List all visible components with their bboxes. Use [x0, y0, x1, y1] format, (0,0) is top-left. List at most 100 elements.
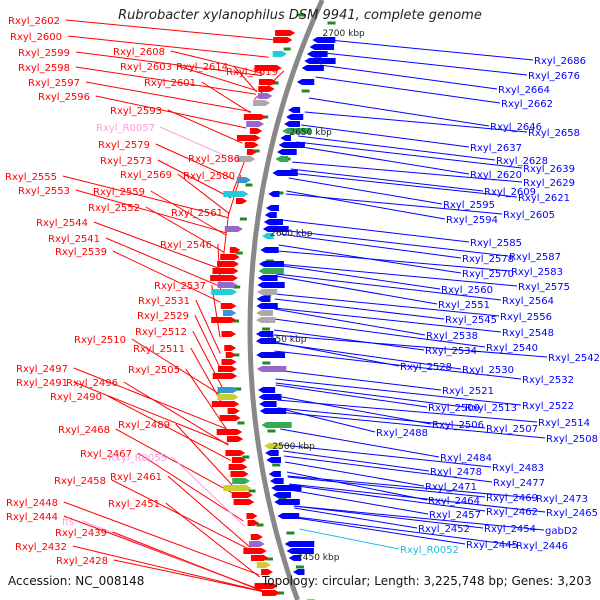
gene-label-left[interactable]: Rxyl_2596 [38, 92, 90, 103]
gene-label-right[interactable]: Rxyl_2595 [443, 200, 495, 211]
gene-label-left[interactable]: Rxyl_2580 [183, 171, 235, 182]
gene-label-left[interactable]: Rxyl_2451 [108, 499, 160, 510]
gene-label-right[interactable]: Rxyl_2538 [426, 331, 478, 342]
gene-label-right[interactable]: Rxyl_2686 [534, 56, 586, 67]
gene-label-left[interactable]: Rxyl_2458 [54, 476, 106, 487]
gene-label-right[interactable]: Rxyl_2514 [538, 418, 590, 429]
gene-label-right[interactable]: Rxyl_2473 [536, 494, 588, 505]
gene-label-left[interactable]: Rxyl_2491 [16, 378, 68, 389]
gene-label-right[interactable]: Rxyl_2629 [523, 178, 575, 189]
gene-label-right[interactable]: Rxyl_2483 [492, 463, 544, 474]
gene-label-left[interactable]: Rxyl_2489 [118, 420, 170, 431]
gene-label-left[interactable]: Rxyl_2539 [55, 247, 107, 258]
gene-label-left[interactable]: Rxyl_2593 [110, 106, 162, 117]
gene-label-left[interactable]: Rxyl_2608 [113, 47, 165, 58]
gene-label-right[interactable]: Rxyl_2578 [462, 254, 514, 265]
gene-label-right[interactable]: Rxyl_2513 [465, 403, 517, 414]
gene-label-left[interactable]: Rxyl_R0057 [96, 123, 155, 134]
gene-label-right[interactable]: Rxyl_2540 [486, 343, 538, 354]
gene-label-right[interactable]: Rxyl_2662 [501, 99, 553, 110]
gene-label-right[interactable]: Rxyl_2477 [493, 478, 545, 489]
gene-label-right[interactable]: Rxyl_2620 [470, 170, 522, 181]
gene-label-left[interactable]: Rxyl_2461 [110, 472, 162, 483]
gene-label-right[interactable]: Rxyl_2462 [486, 507, 538, 518]
gene-label-right[interactable]: Rxyl_2564 [502, 296, 554, 307]
gene-label-left[interactable]: Rxyl_2510 [74, 335, 126, 346]
gene-label-left[interactable]: Rxyl_2597 [28, 78, 80, 89]
gene-label-right[interactable]: Rxyl_2639 [523, 164, 575, 175]
gene-label-left[interactable]: Rxyl_2448 [6, 498, 58, 509]
gene-label-left[interactable]: Rxyl_2614 [176, 62, 228, 73]
gene-label-left[interactable]: Rxyl_2598 [18, 63, 70, 74]
gene-label-left[interactable]: Rxyl_2552 [88, 203, 140, 214]
gene-label-left[interactable]: Rxyl_2600 [10, 32, 62, 43]
gene-label-right[interactable]: Rxyl_2545 [445, 315, 497, 326]
gene-label-right[interactable]: Rxyl_2484 [440, 453, 492, 464]
gene-label-right[interactable]: Rxyl_2469 [486, 493, 538, 504]
gene-label-right[interactable]: Rxyl_2445 [466, 540, 518, 551]
gene-label-left[interactable]: Rxyl_2546 [160, 240, 212, 251]
gene-label-left[interactable]: Rxyl_2601 [144, 78, 196, 89]
gene-label-right[interactable]: Rxyl_2478 [430, 467, 482, 478]
gene-label-right[interactable]: Rxyl_2621 [518, 193, 570, 204]
gene-label-right[interactable]: Rxyl_2551 [438, 300, 490, 311]
gene-label-right[interactable]: Rxyl_2464 [428, 496, 480, 507]
gene-label-right[interactable]: Rxyl_2488 [376, 428, 428, 439]
gene-label-right[interactable]: Rxyl_2446 [516, 541, 568, 552]
gene-label-right[interactable]: gabD2 [545, 526, 578, 537]
gene-label-left[interactable]: Rxyl_2428 [56, 556, 108, 567]
gene-label-right[interactable]: Rxyl_R0052 [400, 545, 459, 556]
gene-label-right[interactable]: Rxyl_2556 [500, 312, 552, 323]
gene-label-right[interactable]: Rxyl_2658 [528, 128, 580, 139]
gene-label-right[interactable]: Rxyl_2605 [503, 210, 555, 221]
gene-label-right[interactable]: Rxyl_2508 [546, 434, 598, 445]
gene-label-right[interactable]: Rxyl_2548 [502, 328, 554, 339]
gene-label-right[interactable]: Rxyl_2522 [522, 401, 574, 412]
gene-label-right[interactable]: Rxyl_2532 [522, 375, 574, 386]
gene-label-right[interactable]: Rxyl_2676 [528, 71, 580, 82]
gene-label-left[interactable]: Rxyl_2603 [120, 62, 172, 73]
gene-label-right[interactable]: Rxyl_2570 [462, 269, 514, 280]
gene-label-left[interactable]: Rxyl_2602 [8, 16, 60, 27]
gene-label-left[interactable]: Rxyl_2497 [16, 364, 68, 375]
gene-label-right[interactable]: Rxyl_2506 [432, 420, 484, 431]
gene-label-left[interactable]: Rxyl_2537 [154, 281, 206, 292]
gene-label-left[interactable]: Rxyl_2586 [188, 154, 240, 165]
gene-label-left[interactable]: Rxyl_2490 [50, 392, 102, 403]
gene-label-right[interactable]: Rxyl_2637 [470, 143, 522, 154]
gene-label-left[interactable]: Rxyl_2553 [18, 186, 70, 197]
gene-label-right[interactable]: Rxyl_2465 [546, 508, 598, 519]
gene-label-left[interactable]: Rxyl_2444 [6, 512, 58, 523]
gene-label-left[interactable]: Rxyl_2439 [55, 528, 107, 539]
gene-label-right[interactable]: Rxyl_2560 [441, 285, 493, 296]
gene-label-left[interactable]: Rxyl_2512 [135, 327, 187, 338]
gene-label-left[interactable]: Rxyl_2555 [5, 172, 57, 183]
gene-label-left[interactable]: Rxyl_2619 [226, 67, 278, 78]
gene-label-left[interactable]: Rxyl_2569 [120, 170, 172, 181]
gene-label-right[interactable]: Rxyl_2585 [470, 238, 522, 249]
gene-label-left[interactable]: Rxyl_2541 [48, 234, 100, 245]
gene-label-left[interactable]: Rxyl_2468 [58, 425, 110, 436]
gene-label-right[interactable]: Rxyl_2628 [496, 156, 548, 167]
gene-label-right[interactable]: Rxyl_2457 [429, 510, 481, 521]
gene-label-right[interactable]: Rxyl_2646 [490, 122, 542, 133]
gene-label-left[interactable]: Rxyl_2599 [18, 48, 70, 59]
gene-label-left[interactable]: Rxyl_2544 [36, 218, 88, 229]
gene-label-right[interactable]: Rxyl_2507 [486, 424, 538, 435]
gene-label-left[interactable]: Rxyl_2505 [128, 365, 180, 376]
gene-label-right[interactable]: Rxyl_2530 [462, 365, 514, 376]
gene-label-right[interactable]: Rxyl_2452 [418, 524, 470, 535]
gene-label-left[interactable]: Rxyl_2432 [15, 542, 67, 553]
gene-label-left[interactable]: Rxyl_2559 [93, 187, 145, 198]
gene-label-right[interactable]: Rxyl_2609 [484, 187, 536, 198]
gene-label-left[interactable]: Rxyl_2531 [138, 296, 190, 307]
gene-label-left[interactable]: Rxyl_2579 [98, 140, 150, 151]
gene-label-right[interactable]: Rxyl_2454 [484, 524, 536, 535]
gene-label-right[interactable]: Rxyl_2528 [400, 362, 452, 373]
gene-label-left[interactable]: Rxyl_R0055 [108, 453, 167, 464]
gene-label-right[interactable]: Rxyl_2542 [548, 353, 600, 364]
gene-label-right[interactable]: Rxyl_2521 [442, 386, 494, 397]
gene-label-right[interactable]: Rxyl_2575 [518, 282, 570, 293]
gene-label-left[interactable]: Rxyl_2496 [66, 378, 118, 389]
gene-label-left[interactable]: Rxyl_2511 [133, 344, 185, 355]
